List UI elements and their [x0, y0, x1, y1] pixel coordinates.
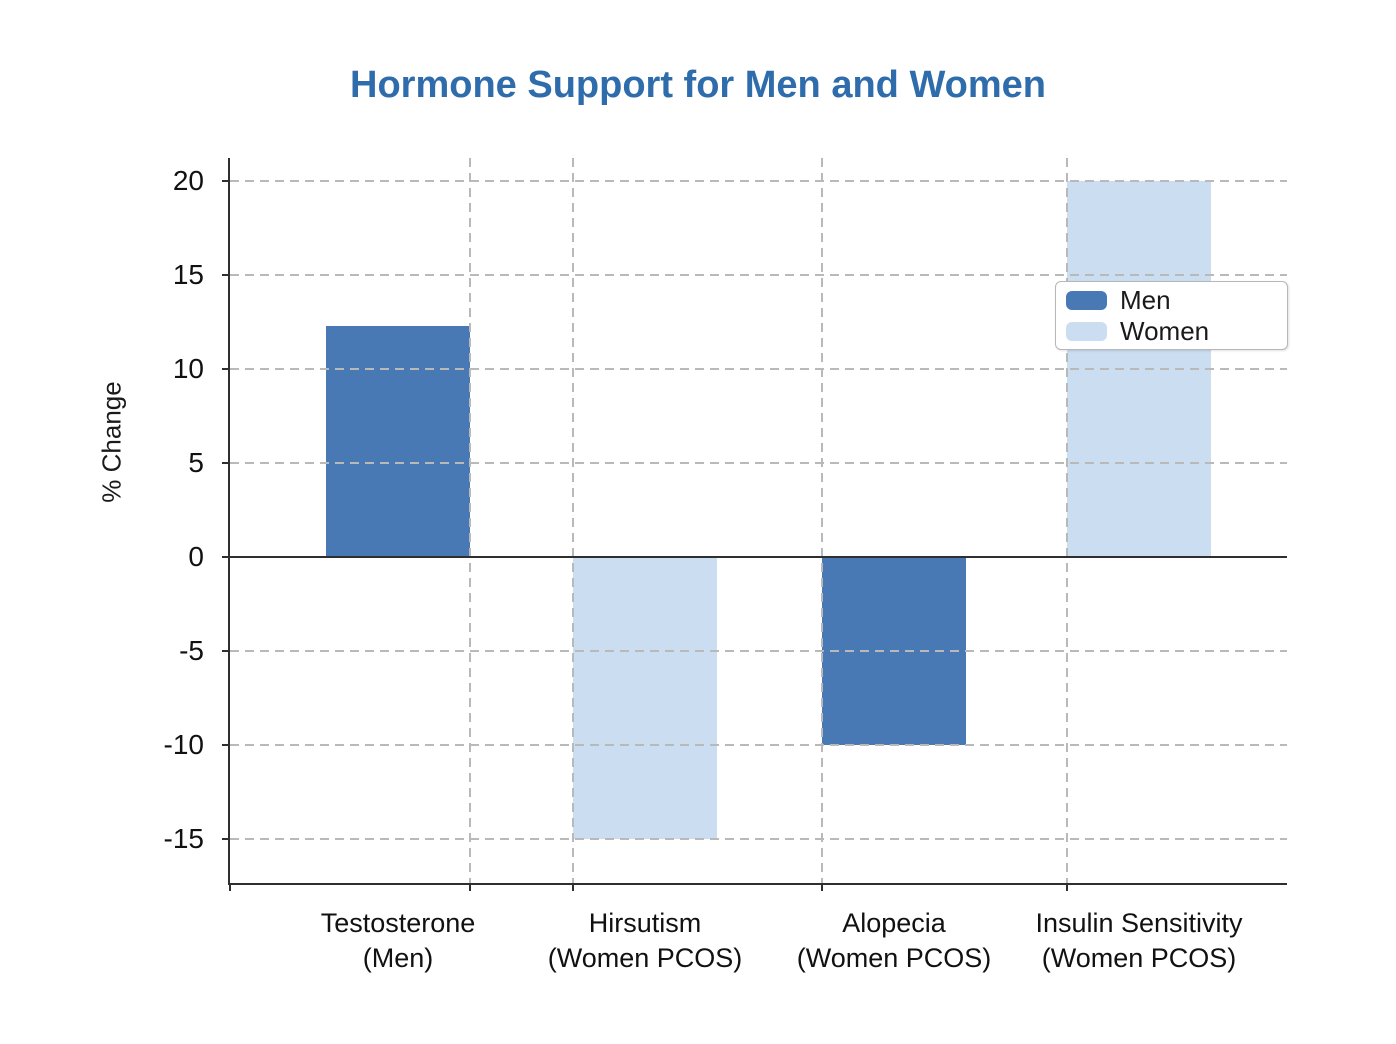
y-tick-20 — [222, 180, 230, 182]
legend-item-women: Women — [1066, 315, 1277, 346]
x-axis-spine — [228, 883, 1287, 885]
x-category-label-testosterone: Testosterone (Men) — [320, 908, 476, 973]
legend-label-women: Women — [1120, 315, 1210, 346]
gridline-y-20 — [230, 180, 1287, 182]
legend-swatch-men — [1066, 290, 1107, 310]
y-tick-label-20: 20 — [172, 165, 204, 196]
x-category-label-hirsutism: Hirsutism (Women PCOS) — [547, 908, 743, 973]
gridline-y--10 — [230, 744, 1287, 746]
y-tick-label--10: -10 — [163, 729, 204, 760]
y-tick-10 — [222, 368, 230, 370]
gridline-x-3 — [1066, 158, 1068, 883]
gridline-y--15 — [230, 838, 1287, 840]
y-tick-5 — [222, 462, 230, 464]
y-tick-label-15: 15 — [172, 259, 204, 290]
y-tick-label--5: -5 — [179, 635, 204, 666]
gridline-x-2 — [821, 158, 823, 883]
y-tick-label-5: 5 — [188, 447, 204, 478]
y-tick-label-10: 10 — [172, 353, 204, 384]
legend-swatch-women — [1066, 321, 1107, 341]
x-tick-1 — [469, 883, 471, 891]
y-tick--5 — [222, 650, 230, 652]
y-tick--15 — [222, 838, 230, 840]
y-axis-title: % Change — [96, 381, 127, 503]
y-axis-spine — [228, 158, 230, 885]
bar-hirsutism-women-pcos — [573, 557, 717, 839]
x-tick-2 — [572, 883, 574, 891]
y-tick-label--15: -15 — [163, 823, 204, 854]
gridline-y-10 — [230, 368, 1287, 370]
legend: Men Women — [1055, 281, 1288, 350]
x-tick-3 — [821, 883, 823, 891]
bar-testosterone-men — [326, 325, 470, 557]
zero-line — [230, 556, 1287, 558]
y-tick-0 — [222, 556, 230, 558]
chart-title: Hormone Support for Men and Women — [350, 64, 1046, 106]
y-tick-15 — [222, 274, 230, 276]
gridline-x-1 — [572, 158, 574, 883]
legend-item-men: Men — [1066, 284, 1277, 315]
x-category-label-insulin-sensitivity: Insulin Sensitivity (Women PCOS) — [1035, 908, 1243, 973]
gridline-y-5 — [230, 462, 1287, 464]
gridline-y-15 — [230, 274, 1287, 276]
x-tick-0 — [229, 883, 231, 891]
y-tick--10 — [222, 744, 230, 746]
gridline-y--5 — [230, 650, 1287, 652]
gridline-x-0 — [469, 158, 471, 883]
x-tick-4 — [1066, 883, 1068, 891]
legend-label-men: Men — [1120, 284, 1171, 315]
y-tick-label-0: 0 — [188, 541, 204, 572]
x-category-label-alopecia: Alopecia (Women PCOS) — [796, 908, 992, 973]
